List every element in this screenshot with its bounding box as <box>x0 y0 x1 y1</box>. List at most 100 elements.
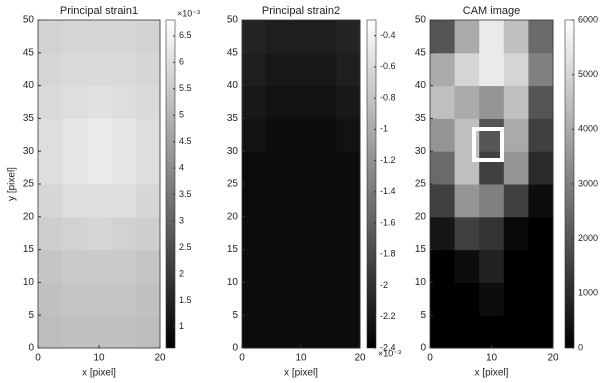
heat-cell <box>455 20 480 53</box>
y-tick-label: 5 <box>28 310 34 321</box>
heat-cell <box>504 20 529 53</box>
colorbar-tick-label: 2.5 <box>179 242 192 252</box>
heat-cell <box>266 86 290 119</box>
heat-cell <box>266 118 290 151</box>
heat-cell <box>62 151 87 184</box>
colorbar-tick-label: 3 <box>179 215 184 225</box>
heat-cell <box>87 53 112 86</box>
colorbar-tick-label: -2.2 <box>380 311 396 321</box>
heat-cell <box>111 151 136 184</box>
heat-cell <box>479 315 504 348</box>
x-tick-label: 10 <box>295 353 307 364</box>
heat-cell <box>38 250 63 283</box>
y-tick-label: 35 <box>227 113 239 124</box>
heat-cell <box>38 53 63 86</box>
heat-cell <box>266 53 290 86</box>
heat-cell <box>430 86 455 119</box>
heat-cell <box>504 151 529 184</box>
y-tick-label: 40 <box>415 80 427 91</box>
y-tick-label: 20 <box>23 211 35 222</box>
y-tick-label: 15 <box>227 244 239 255</box>
heat-cell <box>528 118 553 151</box>
heat-cell <box>38 184 63 217</box>
colorbar-tick-label: -1 <box>380 124 388 134</box>
y-tick-label: 40 <box>23 80 35 91</box>
heat-cell <box>289 118 313 151</box>
heat-cell <box>62 217 87 250</box>
heat-cell <box>504 250 529 283</box>
heat-cell <box>528 184 553 217</box>
heat-cell <box>242 282 266 315</box>
colorbar <box>367 20 376 348</box>
heat-cell <box>87 282 112 315</box>
heat-cell <box>242 20 266 53</box>
heat-cell <box>111 184 136 217</box>
y-tick-label: 45 <box>23 47 35 58</box>
y-tick-label: 15 <box>415 244 427 255</box>
heat-cell <box>87 86 112 119</box>
heat-cell <box>455 282 480 315</box>
heat-cell <box>136 151 161 184</box>
heat-cell <box>313 53 337 86</box>
heat-cell <box>242 250 266 283</box>
chart-title: Principal strain2 <box>262 5 340 17</box>
heat-cell <box>455 184 480 217</box>
heat-cell <box>266 315 290 348</box>
heat-cell <box>266 184 290 217</box>
x-tick-label: 0 <box>427 353 433 364</box>
heat-cell <box>504 315 529 348</box>
y-tick-label: 40 <box>227 80 239 91</box>
x-tick-label: 0 <box>35 353 41 364</box>
y-tick-label: 30 <box>227 146 239 157</box>
x-tick-label: 20 <box>154 353 166 364</box>
heat-cell <box>455 315 480 348</box>
heat-cell <box>62 184 87 217</box>
heat-cell <box>336 118 360 151</box>
colorbar-tick-label: -0.8 <box>380 92 396 102</box>
y-tick-label: 30 <box>415 146 427 157</box>
heat-cell <box>479 282 504 315</box>
heat-cell <box>430 20 455 53</box>
y-tick-label: 0 <box>420 343 426 354</box>
y-tick-label: 20 <box>415 211 427 222</box>
heat-cell <box>87 315 112 348</box>
heat-cell <box>479 86 504 119</box>
heat-cell <box>313 20 337 53</box>
heat-cell <box>479 250 504 283</box>
x-tick-label: 20 <box>354 353 366 364</box>
heat-cell <box>430 282 455 315</box>
heat-cell <box>336 53 360 86</box>
y-tick-label: 10 <box>415 277 427 288</box>
heat-cell <box>430 151 455 184</box>
heat-cell <box>313 151 337 184</box>
chart-title: CAM image <box>463 5 520 17</box>
y-tick-label: 45 <box>227 47 239 58</box>
heat-cell <box>111 217 136 250</box>
y-tick-label: 25 <box>23 179 35 190</box>
heat-cell <box>528 217 553 250</box>
heat-cell <box>313 118 337 151</box>
y-tick-label: 50 <box>227 15 239 26</box>
heat-cell <box>504 118 529 151</box>
heat-cell <box>336 20 360 53</box>
heat-cell <box>87 20 112 53</box>
y-tick-label: 5 <box>232 310 238 321</box>
heat-cell <box>62 20 87 53</box>
heat-cell <box>336 86 360 119</box>
heat-cell <box>38 118 63 151</box>
heat-cell <box>266 217 290 250</box>
heat-cell <box>528 20 553 53</box>
x-axis-label: x [pixel] <box>284 368 318 379</box>
heat-cell <box>313 282 337 315</box>
y-tick-label: 15 <box>23 244 35 255</box>
heat-cell <box>430 184 455 217</box>
heat-cell <box>136 20 161 53</box>
colorbar-tick-label: -0.4 <box>380 30 396 40</box>
heat-cell <box>136 315 161 348</box>
heat-cell <box>242 151 266 184</box>
colorbar-exponent: ×10⁻³ <box>378 348 401 358</box>
heat-cell <box>111 20 136 53</box>
heat-cell <box>289 86 313 119</box>
heat-cell <box>38 20 63 53</box>
heat-cell <box>87 118 112 151</box>
